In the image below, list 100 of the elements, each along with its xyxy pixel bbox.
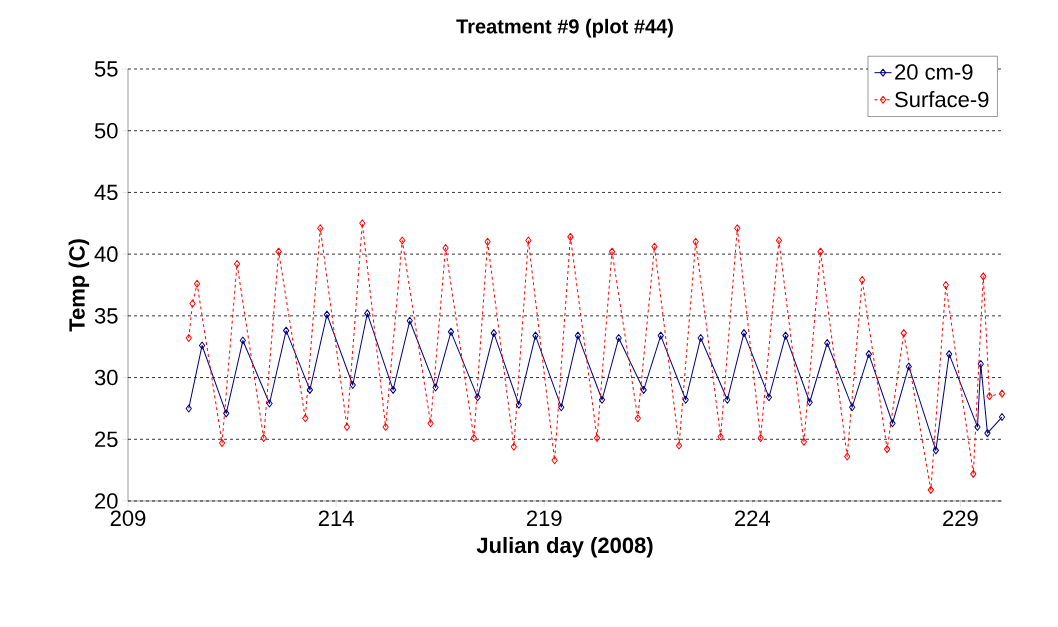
y-tick-label: 20 [95,493,118,509]
point [233,260,241,269]
point [442,243,449,252]
point [306,385,313,394]
point [532,331,539,340]
point [567,232,574,241]
point [998,389,1006,398]
point [640,385,647,394]
point [900,329,907,338]
point [970,469,977,478]
x-tick-label: 224 [735,510,770,526]
point [986,392,993,401]
point [510,442,517,451]
point [266,399,273,408]
point [218,438,226,447]
y-tick-label: 25 [95,431,118,448]
legend-label: 20 cm-9 [895,64,973,80]
point [223,409,230,418]
point [697,334,704,343]
point [859,276,866,285]
point [608,247,616,256]
point [302,414,309,423]
point [323,310,331,319]
point [551,456,558,465]
point [775,236,783,245]
point [657,331,664,340]
y-tick-label: 30 [94,369,118,386]
point [946,350,953,359]
point [198,341,206,350]
point [359,219,366,228]
point [889,419,896,428]
point [317,224,324,233]
legend-label: Surface-9 [895,91,989,108]
point [364,309,371,318]
point [942,281,949,289]
point [283,326,290,335]
point [427,419,434,428]
point [977,359,984,368]
point [189,299,196,308]
y-tick-label: 35 [94,308,118,324]
point [844,452,851,461]
point [275,247,282,256]
point [260,434,267,443]
point [692,237,699,246]
x-tick-label: 229 [943,510,978,527]
point [800,437,808,446]
point [406,316,413,325]
point [593,434,601,443]
point [717,432,724,441]
point [765,393,773,402]
point [490,329,497,338]
point [782,331,789,340]
point [474,393,481,402]
point [817,247,824,256]
y-axis-title: Temp (C) [68,239,90,332]
y-tick-label: 50 [94,122,118,139]
point [824,339,831,348]
point [185,334,192,343]
point [932,446,939,455]
point [515,400,522,409]
point [734,224,741,233]
point [470,434,477,443]
point [382,422,389,431]
point [525,236,532,245]
point [239,336,246,345]
point [447,327,455,336]
point [682,395,689,404]
point [884,445,891,454]
point [651,242,658,251]
point [806,398,813,407]
point [675,441,683,450]
point [185,404,192,413]
point [980,272,987,281]
x-tick-label: 209 [110,510,146,527]
point [849,403,856,412]
point [634,414,641,423]
x-axis-title: Julian day (2008) [476,536,653,558]
point [905,362,912,371]
point [740,329,748,338]
point [865,350,872,359]
point [984,429,991,438]
y-tick-label: 55 [94,61,118,77]
point [927,485,934,494]
point [399,236,406,245]
point [558,403,565,412]
point [484,237,491,246]
point [349,380,356,389]
point [432,383,439,392]
point [974,422,981,431]
point [998,413,1006,422]
x-tick-label: 219 [526,510,562,527]
y-tick-label: 40 [94,246,118,262]
point [193,279,201,288]
point [615,334,622,343]
point [343,422,351,431]
point [574,331,582,340]
point [724,395,731,404]
point [389,385,397,394]
point [757,434,764,443]
chart-title: Treatment #9 (plot #44) [456,18,673,38]
